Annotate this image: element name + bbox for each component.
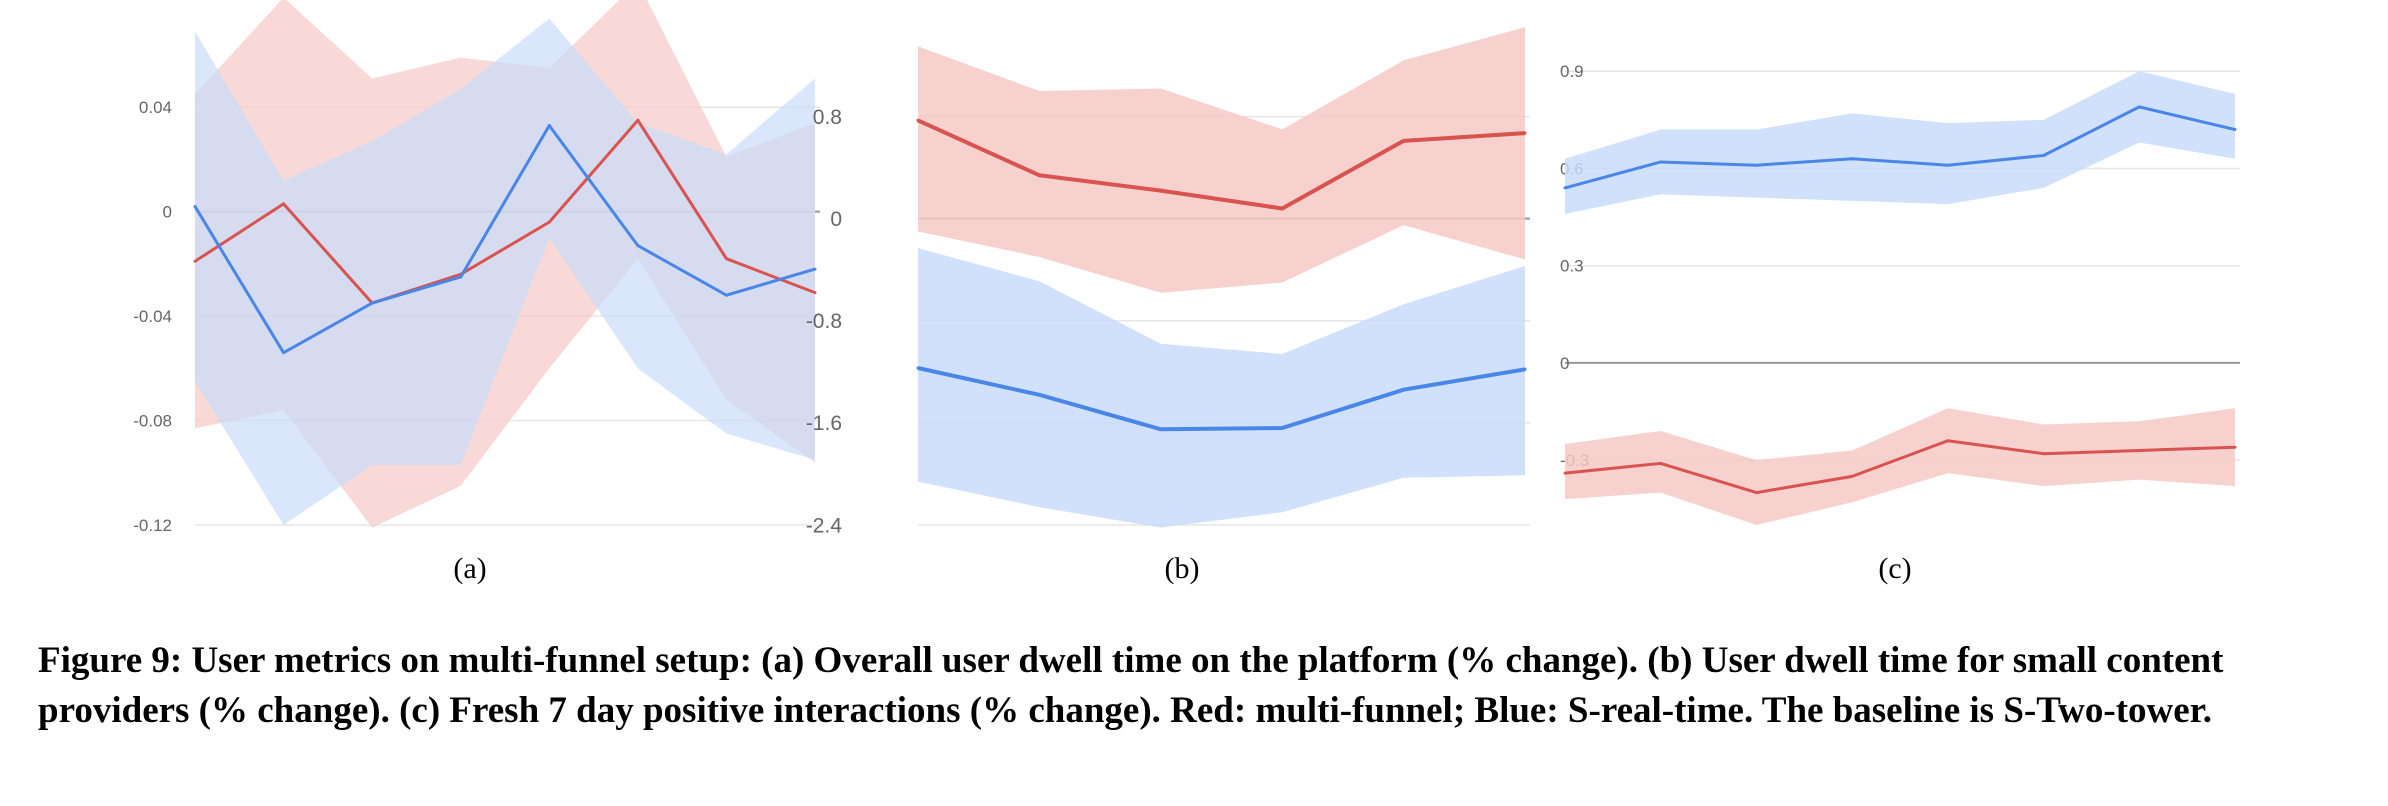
series-line-red [1564,439,2236,495]
y-tick-label: 0.3 [1560,257,1584,276]
data-point-blue [547,124,551,127]
data-point-red [1280,206,1284,210]
confidence-band-blue [918,248,1525,528]
data-point-red [1563,471,1567,475]
y-tick-label: -2.4 [806,514,843,537]
data-point-blue [2042,153,2046,157]
confidence-band-red [1565,408,2235,525]
data-point-blue [193,204,197,208]
panel-label: (a) [453,552,486,585]
data-point-blue [1402,388,1406,392]
y-tick-label: 0 [163,203,172,222]
confidence-band-red [918,27,1525,293]
data-point-red [282,202,286,206]
data-point-red [1402,139,1406,143]
data-point-blue [282,351,286,355]
panel-label: (b) [1165,552,1200,585]
data-point-blue [1850,157,1854,161]
chart-panel-1: 0.04 0 -0.04 -0.08 -0.12 (a) [133,0,820,585]
data-point-red [1946,439,1950,443]
data-point-red [547,220,551,224]
data-point-blue [2137,105,2141,109]
data-point-blue [1659,160,1663,164]
data-point-blue [2233,128,2237,132]
panel-label: (c) [1878,552,1911,585]
data-point-blue [916,366,920,370]
data-point-red [916,118,920,122]
data-point-blue [1523,367,1527,371]
data-point-red [193,259,197,263]
data-point-red [813,291,817,295]
data-point-blue [1037,393,1041,397]
data-point-red [1037,173,1041,177]
series-line-blue [1564,105,2236,190]
data-point-red [1850,474,1854,478]
data-point-blue [1563,186,1567,190]
data-point-red [1523,131,1527,135]
y-tick-label: -1.6 [806,412,842,435]
data-point-red [1159,189,1163,193]
confidence-band-blue [1565,71,2235,214]
y-tick-label: 0 [830,208,842,231]
confidence-band-blue [195,18,815,525]
data-point-blue [1754,163,1758,167]
data-point-red [724,257,728,261]
data-point-red [2233,445,2237,449]
data-point-blue [1159,427,1163,431]
y-tick-label: 0 [1560,354,1569,373]
y-tick-label: -0.8 [806,310,842,333]
data-point-red [1754,491,1758,495]
data-point-blue [1280,426,1284,430]
y-tick-label: 0.8 [813,106,842,129]
series-line-red [917,118,1526,211]
data-point-blue [370,301,374,305]
y-tick-label: -0.12 [133,516,172,535]
data-point-blue [459,275,463,279]
y-tick-label: 0.9 [1560,62,1584,81]
series-line-blue [917,366,1526,432]
data-point-blue [636,244,640,248]
data-point-blue [724,293,728,297]
figure-caption: Figure 9: User metrics on multi-funnel s… [38,640,2224,731]
data-point-red [636,118,640,122]
data-point-red [1659,461,1663,465]
y-tick-label: 0.04 [139,98,172,117]
data-point-blue [1946,163,1950,167]
y-tick-label: -0.04 [133,307,172,326]
series-line-blue [193,124,816,355]
chart-panel-3: 0.90.60.30-0.3(c) [1560,62,2240,585]
figure-panels: 0.04 0 -0.04 -0.08 -0.12 (a) 0.8 0 -0.8 -1.6 -2.4 (… [133,0,2240,585]
data-point-blue [813,267,817,271]
data-point-red [2042,452,2046,456]
series-line-red [194,118,816,305]
chart-panel-2: 0.8 0 -0.8 -1.6 -2.4 (b) [806,27,1530,585]
data-point-red [2137,448,2141,452]
y-tick-label: -0.08 [133,412,172,431]
